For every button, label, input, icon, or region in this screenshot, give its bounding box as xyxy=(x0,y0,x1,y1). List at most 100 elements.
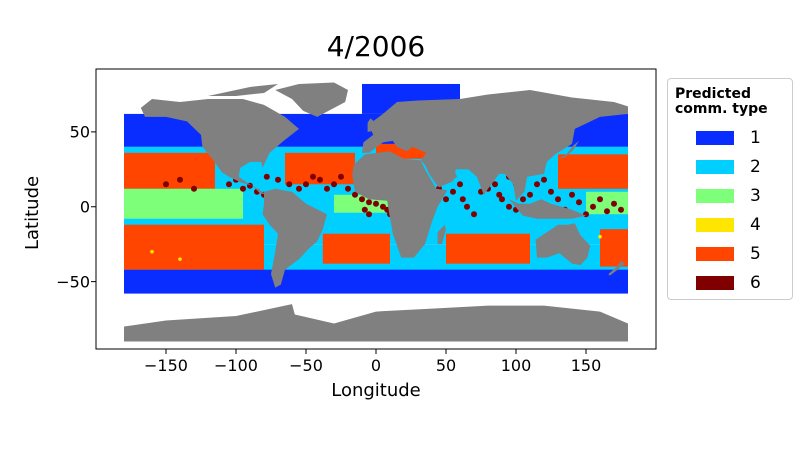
land-japan xyxy=(558,140,579,159)
legend-label: 4 xyxy=(750,215,761,235)
y-tick-label: −50 xyxy=(56,272,90,292)
y-tick-label: 0 xyxy=(79,197,90,217)
land-arctic-islands xyxy=(208,83,278,96)
x-axis-label: Longitude xyxy=(331,380,421,401)
land-eurasia xyxy=(362,89,628,201)
type6-point xyxy=(177,176,183,183)
type6-point xyxy=(338,173,344,180)
land-madagascar xyxy=(437,224,446,245)
axis-ticks xyxy=(91,131,587,354)
type6-point xyxy=(345,185,351,192)
legend-entry: 4 xyxy=(696,215,786,235)
type6-point xyxy=(317,176,323,183)
type6-point xyxy=(597,196,603,203)
type6-point xyxy=(541,176,547,183)
x-tick-label: 0 xyxy=(370,356,382,375)
land-australia xyxy=(535,223,591,266)
legend-entry: 1 xyxy=(696,128,786,148)
land-arabia-india-fill xyxy=(426,160,458,188)
type4-point xyxy=(178,257,182,261)
type6-point xyxy=(569,191,575,198)
legend-swatch xyxy=(696,276,734,290)
type6-point xyxy=(611,200,617,207)
type6-point xyxy=(520,196,526,203)
type6-point xyxy=(499,196,505,203)
legend-swatch xyxy=(696,131,734,145)
type6-point xyxy=(534,181,540,188)
pacific-5-north xyxy=(124,152,215,189)
type6-point xyxy=(506,203,512,210)
legend-label: 3 xyxy=(750,186,761,206)
legend-swatch xyxy=(696,160,734,174)
type6-point xyxy=(590,203,596,210)
land-greenland xyxy=(275,82,348,117)
legend-label: 5 xyxy=(750,244,761,264)
y-tick-label: 50 xyxy=(69,122,90,142)
y-axis-label: Latitude xyxy=(22,175,43,250)
type6-point xyxy=(464,203,470,210)
type6-point xyxy=(604,208,610,215)
type6-point xyxy=(361,206,368,213)
legend: Predicted comm. type 1 2 3 4 5 6 xyxy=(667,78,793,300)
pacific-5-south xyxy=(124,224,264,270)
type6-point xyxy=(527,191,533,198)
wpacific-3-equator xyxy=(586,191,628,215)
legend-entry: 6 xyxy=(696,273,786,293)
pacific-3-equator xyxy=(124,188,243,219)
type6-point xyxy=(286,181,293,188)
type6-point xyxy=(263,173,270,180)
type6-point xyxy=(459,196,466,203)
land-antarctica xyxy=(124,304,628,342)
type6-point xyxy=(555,196,561,203)
legend-swatch xyxy=(696,247,734,261)
type6-point xyxy=(450,188,456,195)
x-tick-label: 50 xyxy=(435,356,457,375)
type6-point xyxy=(380,203,386,210)
x-tick-label: −150 xyxy=(144,356,188,375)
land-north-america xyxy=(140,98,299,195)
type6-point xyxy=(240,185,246,192)
legend-title-line2: comm. type xyxy=(675,101,768,117)
type6-point xyxy=(618,206,624,213)
type6-point xyxy=(331,181,337,188)
chart-title: 4/2006 xyxy=(326,30,426,63)
type6-point xyxy=(548,188,554,195)
land-africa xyxy=(352,151,448,258)
type6-point xyxy=(359,196,365,203)
indian-5-south xyxy=(446,233,530,264)
type6-point xyxy=(373,200,379,207)
type6-point xyxy=(324,185,330,192)
type6-point xyxy=(303,181,309,188)
legend-label: 6 xyxy=(750,273,761,293)
wpacific-5-south xyxy=(600,229,628,267)
type4-point xyxy=(598,234,602,239)
type6-point xyxy=(275,176,281,183)
land-indonesia xyxy=(509,199,586,219)
legend-entry: 3 xyxy=(696,186,786,206)
land-uk xyxy=(367,118,378,132)
type6-point xyxy=(191,185,197,192)
type6-point xyxy=(471,211,477,218)
type6-point xyxy=(457,181,463,188)
type6-point xyxy=(296,185,302,192)
legend-title: Predicted comm. type xyxy=(675,87,791,117)
legend-label: 1 xyxy=(750,128,761,148)
type6-point xyxy=(443,196,449,203)
x-tick-label: 150 xyxy=(570,356,602,375)
type6-point xyxy=(496,191,503,198)
type6-point xyxy=(576,199,582,206)
land-south-america xyxy=(262,188,327,288)
type6-point xyxy=(226,181,232,188)
legend-swatch xyxy=(696,189,734,203)
land-new-zealand xyxy=(608,260,626,276)
x-tick-label: −100 xyxy=(214,356,258,375)
legend-entry: 2 xyxy=(696,157,786,177)
legend-title-line1: Predicted xyxy=(675,86,751,102)
type6-point xyxy=(583,211,589,218)
wpacific-5-north xyxy=(558,154,628,189)
atlantic-5-south xyxy=(322,233,390,264)
type4-point xyxy=(150,249,154,254)
legend-swatch xyxy=(696,218,734,232)
type6-point xyxy=(366,211,372,218)
